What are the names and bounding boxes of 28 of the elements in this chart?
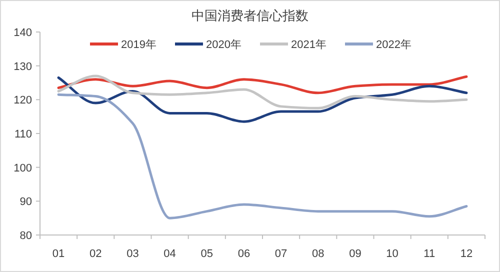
line-series xyxy=(57,75,468,94)
y-tick-label: 130 xyxy=(14,60,32,73)
chart-title: 中国消费者信心指数 xyxy=(192,8,308,23)
x-tick-label: 04 xyxy=(164,248,176,260)
y-tick-label: 80 xyxy=(20,230,32,242)
legend-label: 2022年 xyxy=(376,39,412,51)
line-series xyxy=(57,74,468,110)
line-series xyxy=(57,93,468,220)
legend-label: 2019年 xyxy=(121,39,156,51)
y-tick-label: 140 xyxy=(14,27,32,39)
x-tick-label: 08 xyxy=(312,248,324,260)
x-tick-label: 12 xyxy=(460,248,473,260)
y-tick-label: 100 xyxy=(14,162,32,174)
legend-label: 2021年 xyxy=(291,39,326,51)
x-tick-label: 09 xyxy=(349,248,362,260)
legend-label: 2020年 xyxy=(206,39,242,51)
x-tick-label: 06 xyxy=(238,248,250,260)
line-series xyxy=(57,76,468,123)
x-tick-label: 05 xyxy=(200,248,213,260)
x-tick-label: 07 xyxy=(274,248,288,260)
y-tick-label: 110 xyxy=(14,128,32,140)
y-tick-label: 120 xyxy=(14,94,32,107)
x-tick-label: 10 xyxy=(386,248,398,260)
y-tick-label: 90 xyxy=(20,196,32,208)
x-tick-label: 01 xyxy=(52,248,65,260)
x-tick-label: 03 xyxy=(126,248,139,260)
x-tick-label: 02 xyxy=(90,248,102,260)
x-tick-label: 11 xyxy=(424,248,436,260)
